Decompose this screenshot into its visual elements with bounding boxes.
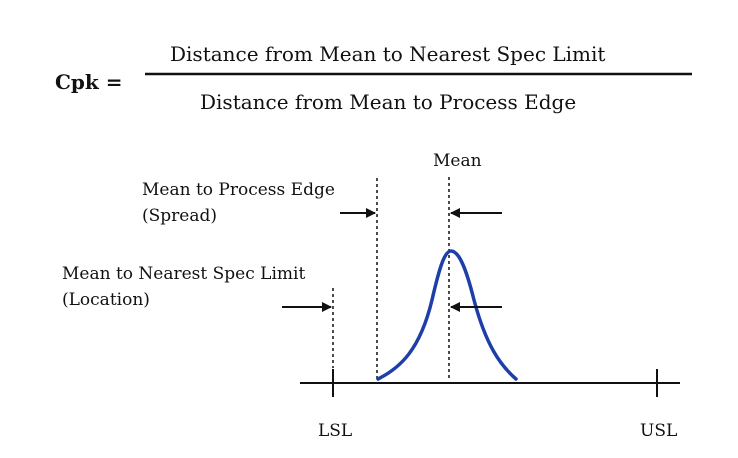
location-label-line2: (Location) <box>62 290 150 310</box>
formula-denominator: Distance from Mean to Process Edge <box>200 90 577 114</box>
location-label-line1: Mean to Nearest Spec Limit <box>62 264 306 284</box>
usl-label: USL <box>640 421 678 441</box>
mean-label: Mean <box>433 151 482 171</box>
formula-label: Cpk = <box>55 70 123 94</box>
spread-label-line1: Mean to Process Edge <box>142 180 335 200</box>
spread-label-line2: (Spread) <box>142 206 217 226</box>
formula-numerator: Distance from Mean to Nearest Spec Limit <box>170 42 606 66</box>
lsl-label: LSL <box>318 421 353 441</box>
distribution-curve <box>376 249 518 381</box>
